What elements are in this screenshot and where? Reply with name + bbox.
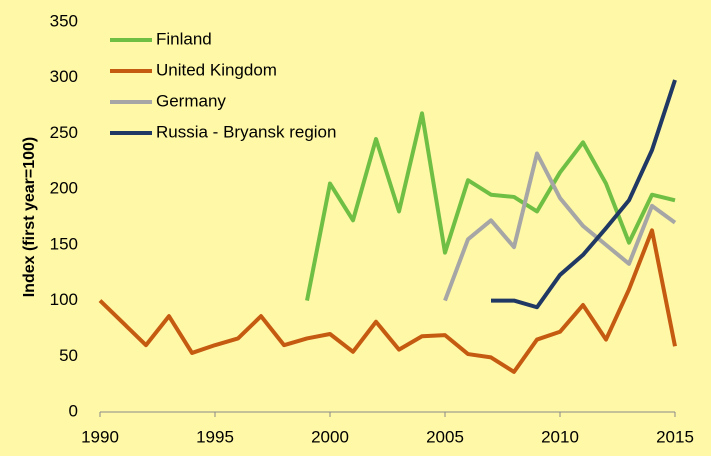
y-tick-label: 250: [50, 123, 78, 142]
series-line: [443, 151, 677, 302]
y-axis-label: Index (first year=100): [21, 137, 38, 298]
series-line: [305, 111, 676, 301]
y-tick-label: 300: [50, 67, 78, 86]
y-tick-label: 350: [50, 11, 78, 30]
x-tick-label: 2010: [541, 427, 579, 446]
y-tick-label: 100: [50, 290, 78, 309]
legend-label: Finland: [156, 29, 212, 48]
x-tick-label: 2000: [311, 427, 349, 446]
x-tick-label: 1995: [196, 427, 234, 446]
y-tick-label: 200: [50, 179, 78, 198]
y-tick-label: 50: [59, 346, 78, 365]
legend-label: Germany: [156, 91, 226, 110]
x-tick-label: 2005: [426, 427, 464, 446]
series-line: [98, 228, 677, 374]
y-tick-label: 150: [50, 234, 78, 253]
x-tick-label: 1990: [81, 427, 119, 446]
legend-label: Russia - Bryansk region: [156, 122, 336, 141]
x-tick-label: 2015: [656, 427, 694, 446]
series-line: [491, 79, 677, 310]
y-tick-label: 0: [69, 401, 78, 420]
legend-label: United Kingdom: [156, 60, 277, 79]
